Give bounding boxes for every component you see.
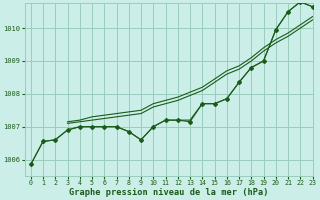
X-axis label: Graphe pression niveau de la mer (hPa): Graphe pression niveau de la mer (hPa) <box>69 188 268 197</box>
